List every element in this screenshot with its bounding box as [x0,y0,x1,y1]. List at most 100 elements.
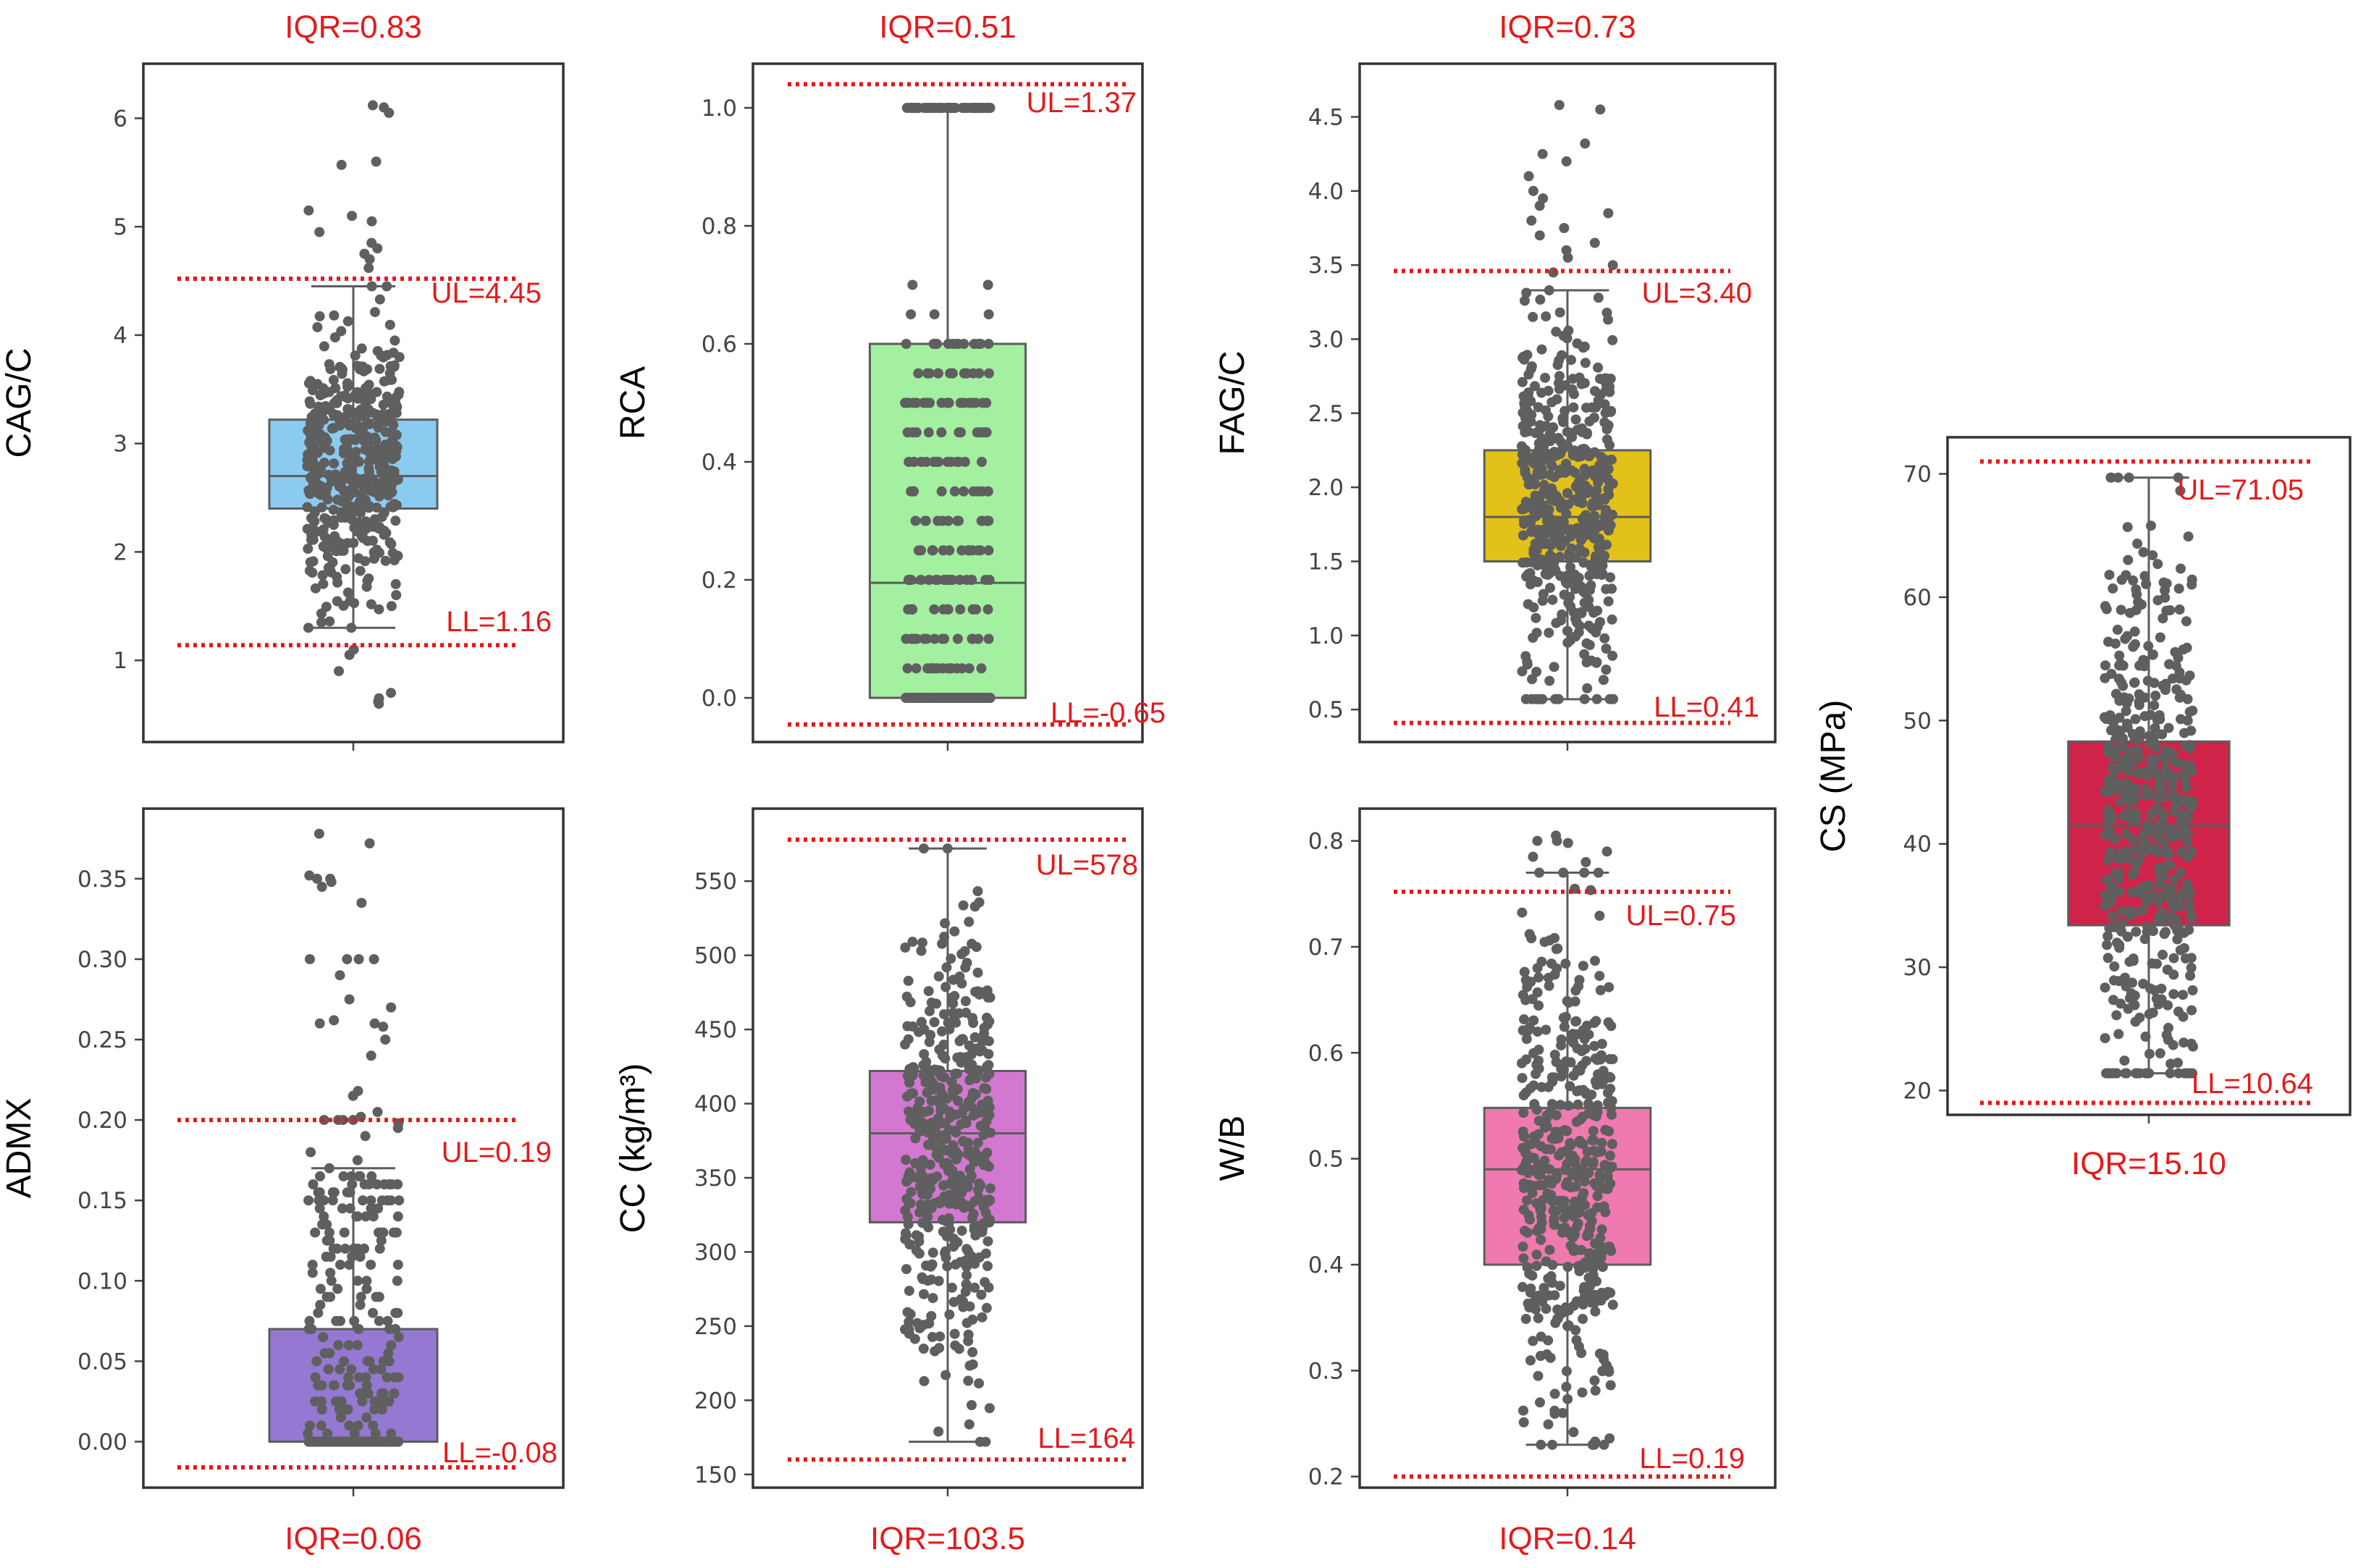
data-point [983,545,994,556]
plot-frame [752,62,1144,743]
data-point [950,1068,961,1079]
data-point [925,1159,935,1170]
data-point [2163,722,2174,733]
data-point [1533,1370,1544,1381]
data-point [960,962,971,973]
data-point [969,901,980,912]
data-point [983,1282,994,1293]
data-point [947,1282,957,1293]
data-point [1550,1126,1561,1137]
data-point [1523,389,1533,400]
data-point [1561,156,1572,167]
data-point [1520,467,1531,478]
data-point [1562,440,1573,451]
data-point [2184,924,2194,935]
y-tick-label: 0.10 [77,1268,127,1294]
data-point [1597,1366,1608,1376]
y-tick-label: 70 [1903,462,1932,488]
data-point [2130,1016,2141,1027]
data-point [1520,444,1531,455]
data-point [1574,974,1585,985]
data-point [2123,472,2134,483]
y-tick-label: 0.8 [702,214,737,240]
data-point [1555,1100,1566,1110]
data-point [1591,485,1602,495]
data-point [1557,1308,1567,1318]
data-point [1536,469,1547,480]
data-point [310,445,321,456]
y-axis-label: CAG/C [0,347,38,458]
data-point [390,1436,400,1447]
data-point [336,159,347,170]
data-point [931,1149,942,1160]
data-point [1533,972,1544,983]
data-point [374,604,384,615]
data-point [917,937,927,948]
data-point [963,1375,974,1386]
data-point [316,1380,327,1391]
data-point [344,994,355,1005]
data-point [1539,1122,1550,1133]
data-point [2118,755,2129,766]
data-point [1597,560,1608,571]
data-point [917,1187,927,1198]
data-point [1587,501,1597,512]
data-point [1518,1108,1529,1118]
data-point [906,604,917,615]
data-point [901,1264,912,1275]
data-point [2139,570,2150,581]
y-tick-label: 1 [113,648,127,674]
data-point [306,418,316,429]
data-point [2182,827,2193,838]
data-point [1523,1298,1533,1309]
data-point [1565,1057,1576,1068]
data-point [2157,613,2168,624]
data-point [308,1179,319,1189]
data-point [345,1203,355,1214]
data-point [976,1289,987,1300]
data-point [1545,428,1555,439]
data-point [1552,1170,1562,1181]
data-point [382,281,392,292]
data-point [360,525,370,536]
data-point [316,617,327,628]
data-point [948,974,959,985]
data-point [985,1127,996,1138]
data-point [907,1021,918,1032]
data-point [318,524,329,535]
data-point [329,1015,340,1026]
data-point [1536,1291,1547,1302]
panel-rca: 0.0 0.2 0.4 0.6 0.8 1.0 RCA UL=1.37 LL=-0.65 IQR=… [614,9,1166,751]
data-point [1538,589,1549,599]
data-point [2147,958,2157,969]
data-point [934,1343,945,1354]
data-point [2139,655,2150,666]
data-point [2161,578,2172,589]
y-tick-label: 60 [1903,585,1932,611]
y-tick-label: 550 [694,869,737,895]
data-point [355,565,366,576]
data-point [390,1307,401,1318]
plot-frame [1358,62,1777,743]
data-point [2143,641,2154,652]
data-point [369,1436,379,1447]
data-point [1568,1155,1579,1166]
data-point [2114,854,2125,865]
data-point [1601,846,1612,857]
data-point [2100,1033,2110,1044]
data-point [2108,583,2118,594]
data-point [1581,1231,1592,1242]
data-point [1538,1180,1549,1191]
data-point [2103,855,2114,866]
data-point [1528,479,1539,489]
data-point [948,1242,959,1252]
data-point [361,383,371,394]
y-tick-label: 4.5 [1308,104,1344,130]
data-point [967,604,978,615]
data-point [1543,570,1553,581]
upper-limit-label: UL=3.40 [1642,277,1752,309]
data-point [352,1155,363,1166]
data-point [940,1370,951,1381]
data-point [1534,201,1545,211]
data-point [916,945,927,956]
